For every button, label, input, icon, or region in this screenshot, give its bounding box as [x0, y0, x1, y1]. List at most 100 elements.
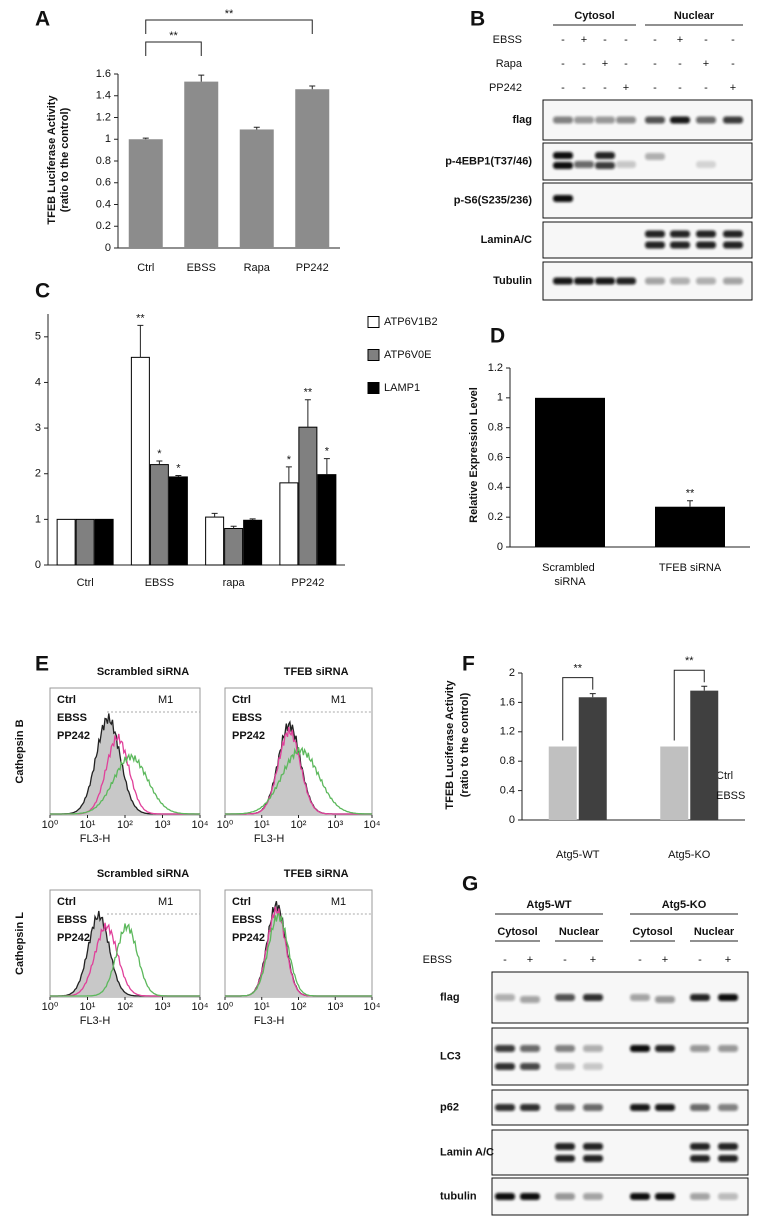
blot-label: LC3: [440, 1050, 461, 1062]
blot-band: [495, 1063, 515, 1070]
blot-frame: [542, 182, 753, 219]
bar: [317, 474, 337, 566]
blot-band: [630, 1104, 650, 1111]
bar: [243, 519, 263, 566]
legend-label: PP242: [57, 932, 90, 944]
blot-band: [718, 1155, 738, 1162]
row-label: Cathepsin L: [14, 912, 26, 975]
significance-bracket: [673, 669, 705, 741]
blot-band: [583, 1155, 603, 1162]
x-tick-label: 10⁴: [192, 819, 209, 831]
blot-band: [723, 230, 743, 238]
column-title: TFEB siRNA: [284, 666, 349, 678]
bar: [295, 89, 330, 248]
blot-band: [595, 116, 615, 124]
condition-sign: -: [653, 34, 657, 46]
blot-band: [655, 1104, 675, 1111]
column-title: TFEB siRNA: [284, 868, 349, 880]
x-tick-label: 10⁰: [42, 1001, 59, 1013]
blot-band: [655, 1045, 675, 1052]
blot-band: [583, 1063, 603, 1070]
legend-swatch: [367, 316, 380, 328]
legend-label: EBSS: [232, 914, 262, 926]
blot-frame: [542, 221, 753, 259]
condition-sign: -: [503, 954, 507, 966]
condition-sign: -: [561, 82, 565, 94]
condition-sign: -: [603, 82, 607, 94]
y-axis-label: (ratio to the control): [59, 107, 71, 212]
blot-band: [696, 241, 716, 249]
legend-label: ATP6V1B2: [384, 316, 438, 328]
blot-band: [495, 1193, 515, 1200]
blot-band: [696, 161, 716, 168]
panel-letter: A: [35, 8, 50, 31]
bar: [224, 527, 244, 566]
condition-label: EBSS: [423, 954, 452, 966]
blot-band: [520, 1104, 540, 1111]
gate-label: M1: [158, 694, 173, 706]
significance-label: **: [686, 488, 695, 500]
y-tick-label: 1.2: [500, 726, 515, 738]
error-bar: [230, 525, 237, 529]
y-tick-label: 1.4: [96, 90, 111, 102]
histogram-curve: [50, 752, 200, 815]
blot-band: [670, 241, 690, 249]
blot-band: [718, 994, 738, 1001]
x-axis-label: FL3-H: [80, 1015, 111, 1027]
blot-band: [520, 1193, 540, 1200]
y-tick-label: 1: [35, 513, 41, 525]
blot-band: [553, 277, 573, 285]
condition-sign: -: [698, 954, 702, 966]
blot-band: [690, 1143, 710, 1150]
blot-band: [718, 1104, 738, 1111]
significance-bracket: [562, 677, 594, 741]
blot-band: [616, 161, 636, 168]
y-tick-label: 0.6: [96, 177, 111, 189]
blot-band: [574, 116, 594, 124]
condition-sign: -: [731, 34, 735, 46]
legend-label: Ctrl: [57, 896, 76, 908]
x-tick-label: Atg5-KO: [668, 849, 711, 861]
y-tick-label: 1: [497, 392, 503, 404]
blot-band: [645, 277, 665, 285]
blot-band: [690, 1155, 710, 1162]
condition-sign: +: [581, 34, 587, 46]
blot-band: [655, 996, 675, 1003]
panel-letter: C: [35, 280, 50, 303]
error-bar: [211, 512, 218, 518]
y-tick-label: 0: [497, 541, 503, 553]
error-bar: [285, 466, 292, 483]
error-bar: [309, 85, 316, 90]
x-tick-label: EBSS: [187, 262, 216, 274]
error-bar: [156, 460, 163, 465]
x-tick-label: Atg5-WT: [556, 849, 600, 861]
blot-band: [520, 1063, 540, 1070]
panel-letter: B: [470, 8, 485, 31]
blot-band: [495, 994, 515, 1001]
bar: [184, 81, 219, 248]
gate-label: M1: [331, 896, 346, 908]
x-tick-label: Rapa: [244, 262, 271, 274]
bar: [56, 518, 76, 566]
legend-label: Ctrl: [716, 770, 733, 782]
condition-sign: -: [678, 82, 682, 94]
legend-label: PP242: [232, 730, 265, 742]
bar: [205, 516, 225, 566]
significance-bracket: [145, 19, 313, 34]
blot-band: [718, 1193, 738, 1200]
condition-sign: -: [603, 34, 607, 46]
condition-sign: -: [561, 58, 565, 70]
blot-band: [583, 1104, 603, 1111]
blot-band: [690, 994, 710, 1001]
condition-label: EBSS: [493, 34, 522, 46]
blot-band: [583, 1193, 603, 1200]
blot-band: [645, 230, 665, 238]
error-bar: [249, 518, 256, 521]
blot-band: [495, 1104, 515, 1111]
blot-band: [553, 195, 573, 202]
blot-band: [690, 1045, 710, 1052]
bar: [279, 482, 299, 566]
blot-band: [595, 162, 615, 169]
condition-sign: +: [602, 58, 608, 70]
